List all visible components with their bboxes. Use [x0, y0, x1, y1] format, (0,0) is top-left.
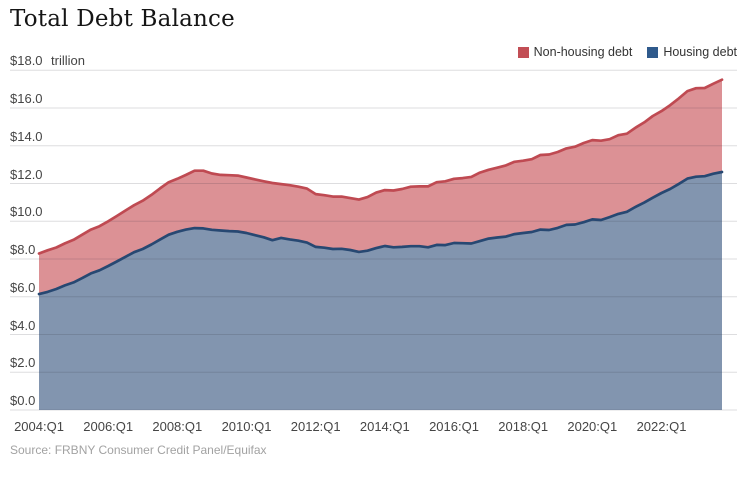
x-tick-label-2014-Q1: 2014:Q1 [359, 419, 410, 434]
legend-item-housing-debt: Housing debt [647, 45, 737, 59]
legend-item-non-housing-debt: Non-housing debt [517, 45, 633, 59]
y-axis-unit-label: trillion [51, 53, 85, 69]
y-tick-label-18: $18.0 [10, 53, 43, 69]
x-tick-label-2008-Q1: 2008:Q1 [152, 419, 203, 434]
x-tick-label-2016-Q1: 2016:Q1 [429, 419, 479, 434]
legend-swatch-icon [517, 46, 529, 58]
y-tick-label-16: $16.0 [10, 91, 43, 106]
legend-label: Housing debt [663, 45, 737, 59]
y-tick-label-0: $0.0 [10, 393, 36, 408]
chart-title: Total Debt Balance [10, 6, 235, 32]
x-tick-label-2006-Q1: 2006:Q1 [83, 419, 134, 434]
x-tick-label-2012-Q1: 2012:Q1 [290, 419, 341, 434]
y-tick-label-14: $14.0 [10, 128, 43, 144]
housing-debt-line [37, 170, 724, 296]
total-debt-line [37, 78, 724, 255]
x-tick-label-2018-Q1: 2018:Q1 [498, 419, 549, 434]
legend: Non-housing debt Housing debt [517, 45, 737, 59]
y-tick-label-6: $6.0 [10, 279, 36, 295]
legend-swatch-icon [647, 46, 659, 58]
x-tick-label-2004-Q1: 2004:Q1 [14, 419, 64, 434]
legend-label: Non-housing debt [533, 45, 633, 59]
y-tick-label-4: $4.0 [10, 317, 36, 333]
y-tick-label-8: $8.0 [10, 242, 36, 257]
x-tick-label-2010-Q1: 2010:Q1 [221, 419, 272, 434]
x-tick-label-2022-Q1: 2022:Q1 [636, 419, 687, 434]
y-tick-label-10: $10.0 [10, 204, 43, 220]
housing-debt-area [39, 172, 722, 410]
x-tick-label-2020-Q1: 2020:Q1 [567, 419, 618, 434]
y-tick-label-12: $12.0 [10, 166, 43, 182]
y-tick-label-2: $2.0 [10, 355, 36, 371]
source-note: Source: FRBNY Consumer Credit Panel/Equi… [10, 443, 267, 457]
